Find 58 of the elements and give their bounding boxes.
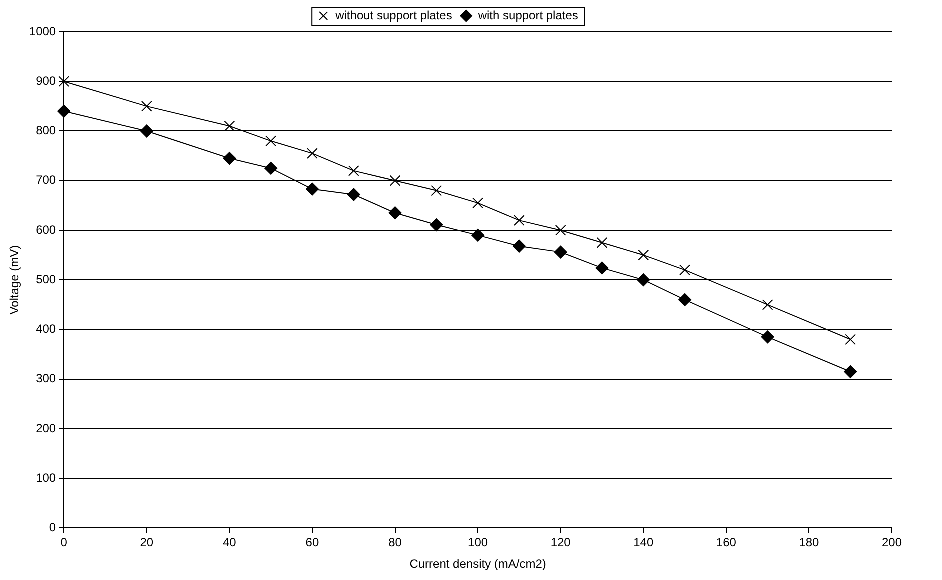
point xyxy=(430,218,444,232)
x-tick-label: 180 xyxy=(799,536,820,550)
x-tick-label: 20 xyxy=(140,536,154,550)
x-axis-title: Current density (mA/cm2) xyxy=(410,557,546,572)
y-tick-label: 0 xyxy=(49,520,56,535)
point xyxy=(347,188,360,202)
y-tick-label: 1000 xyxy=(29,24,56,38)
y-tick-label: 500 xyxy=(36,272,56,286)
point xyxy=(390,175,401,186)
x-tick-label: 60 xyxy=(306,536,320,550)
y-tick-label: 300 xyxy=(36,372,56,386)
point xyxy=(596,237,608,248)
point xyxy=(472,228,485,242)
point xyxy=(348,165,360,176)
y-axis-title: Voltage (mV) xyxy=(8,245,22,315)
y-tick-label: 700 xyxy=(36,173,56,188)
y-tick-label: 400 xyxy=(36,322,56,336)
y-tick-label: 600 xyxy=(36,222,56,237)
point xyxy=(555,225,566,236)
x-tick-label: 40 xyxy=(222,536,237,550)
point xyxy=(223,152,236,166)
point xyxy=(680,264,690,276)
point xyxy=(140,124,154,138)
point xyxy=(678,293,692,306)
x-tick-label: 140 xyxy=(634,536,654,550)
legend-label: without support plates xyxy=(334,8,452,22)
x-tick-label: 0 xyxy=(60,536,68,550)
point xyxy=(554,246,568,259)
y-tick-label: 100 xyxy=(36,470,56,485)
point xyxy=(388,206,402,220)
x-tick-label: 200 xyxy=(882,536,902,550)
point xyxy=(514,215,525,226)
y-tick-label: 200 xyxy=(36,421,56,436)
point xyxy=(307,148,318,160)
x-tick-label: 120 xyxy=(550,536,572,550)
point xyxy=(512,240,526,253)
point xyxy=(762,299,774,310)
point xyxy=(472,198,484,209)
x-tick-label: 80 xyxy=(388,536,402,550)
point xyxy=(596,262,609,275)
point xyxy=(266,136,277,147)
point xyxy=(58,104,71,118)
point xyxy=(224,120,236,132)
y-tick-label: 800 xyxy=(36,124,56,138)
x-tick-label: 100 xyxy=(468,536,488,550)
point xyxy=(58,76,70,88)
point xyxy=(638,250,650,261)
point xyxy=(264,162,278,175)
point xyxy=(845,334,856,346)
point xyxy=(844,365,858,378)
legend-label: with support plates xyxy=(477,8,578,22)
point xyxy=(306,182,319,196)
y-tick-label: 900 xyxy=(36,74,56,88)
point xyxy=(141,100,152,112)
point xyxy=(637,274,650,287)
point xyxy=(761,330,774,344)
point xyxy=(431,185,442,196)
x-tick-label: 160 xyxy=(716,536,737,550)
